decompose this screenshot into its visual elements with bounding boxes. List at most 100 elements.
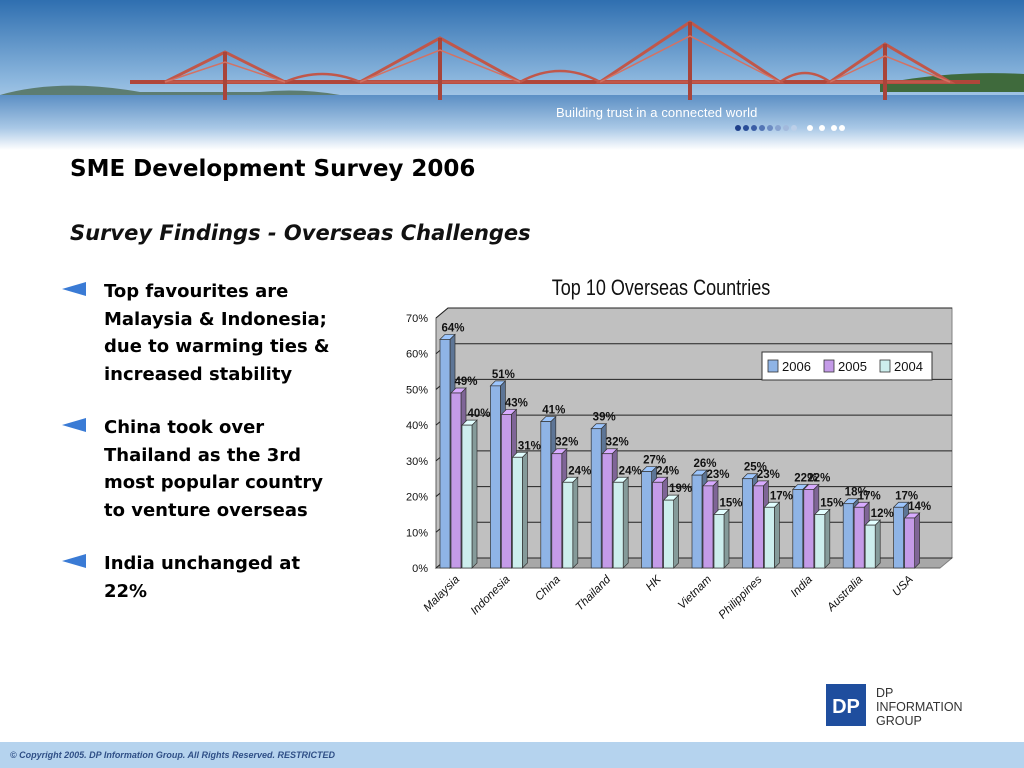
bullet-arrow-icon: [62, 554, 86, 568]
bar: [864, 519, 882, 569]
bar-side: [914, 512, 920, 569]
bar-front: [803, 489, 815, 569]
company-logo: DP: [826, 684, 866, 726]
bar-side: [824, 508, 831, 569]
bar: [813, 508, 831, 569]
company-name: DP INFORMATION GROUP: [876, 686, 963, 728]
bar-front: [641, 471, 652, 569]
bar-front: [663, 499, 674, 569]
bar-side: [774, 501, 780, 569]
bar-front: [652, 481, 663, 569]
bar-side: [522, 451, 528, 569]
bar-front: [893, 506, 904, 569]
banner-tagline: Building trust in a connected world: [556, 105, 758, 120]
footer-bar: © Copyright 2005. DP Information Group. …: [0, 742, 1024, 768]
bar-front: [853, 506, 865, 569]
data-label: 40%: [467, 408, 490, 420]
bar-front: [612, 481, 624, 569]
bar-front: [792, 489, 804, 569]
bar-front: [814, 514, 826, 569]
data-label: 24%: [619, 465, 642, 477]
category-label: Indonesia: [469, 574, 513, 618]
y-tick-label: 20%: [406, 492, 428, 504]
data-label: 17%: [858, 490, 881, 502]
data-label: 12%: [871, 508, 894, 520]
bar: [561, 476, 579, 569]
slide-title: SME Development Survey 2006: [70, 156, 476, 182]
data-label: 51%: [492, 369, 515, 381]
gridline: [435, 307, 952, 319]
y-tick-label: 30%: [406, 456, 428, 468]
bar-front: [590, 428, 602, 569]
bar: [763, 501, 781, 569]
bar-front: [450, 392, 462, 569]
data-label: 17%: [770, 490, 793, 502]
bar-side: [723, 508, 730, 569]
bar: [511, 451, 529, 569]
bar-front: [601, 453, 613, 569]
y-tick-label: 60%: [406, 349, 428, 361]
category-label: Philippines: [717, 573, 765, 621]
chart-legend: 2006 2005 2004: [761, 351, 933, 381]
bar-front: [551, 453, 563, 569]
bridge-illustration: [130, 20, 980, 100]
bullet-arrow-icon: [62, 418, 86, 432]
bar-front: [764, 506, 775, 569]
header-banner: [0, 0, 1024, 150]
data-label: 41%: [542, 405, 565, 417]
bar-front: [540, 421, 552, 569]
bar-side: [622, 476, 629, 569]
slide-subtitle: Survey Findings - Overseas Challenges: [70, 221, 531, 245]
data-label: 32%: [606, 437, 629, 449]
data-label: 19%: [669, 483, 692, 495]
legend-label: 2004: [894, 359, 923, 374]
category-label: China: [533, 574, 563, 604]
bar-front: [439, 339, 451, 569]
data-label: 18%: [845, 487, 868, 499]
bar-front: [864, 524, 876, 569]
bar-front: [512, 456, 523, 569]
category-label: Australia: [824, 574, 865, 615]
data-label: 22%: [794, 472, 817, 484]
data-label: 39%: [593, 412, 616, 424]
bar: [903, 512, 921, 569]
y-tick-label: 70%: [406, 313, 428, 325]
bar-front: [490, 385, 501, 569]
data-label: 24%: [568, 465, 591, 477]
bar-side: [874, 519, 881, 569]
bar-front: [702, 485, 714, 569]
chart-title: Top 10 Overseas Countries: [552, 276, 771, 300]
y-tick-label: 40%: [406, 420, 428, 432]
data-label: 15%: [820, 497, 843, 509]
data-label: 64%: [441, 322, 464, 334]
y-tick-label: 0%: [412, 563, 428, 575]
data-label: 15%: [719, 497, 742, 509]
data-label: 22%: [807, 472, 830, 484]
legend-box: [761, 351, 933, 381]
data-label: 24%: [656, 465, 679, 477]
logo-letters: DP: [832, 696, 860, 718]
data-label: 23%: [757, 469, 780, 481]
bar-side: [572, 476, 579, 569]
category-label: Vietnam: [676, 573, 714, 611]
bar-side: [471, 419, 478, 569]
bullet-text: China took over Thailand as the 3rd most…: [104, 417, 323, 521]
bar: [461, 419, 478, 569]
bullet-text: India unchanged at 22%: [104, 553, 301, 602]
category-label: India: [789, 574, 815, 600]
data-label: 32%: [555, 437, 578, 449]
bar-front: [562, 481, 574, 569]
bar-front: [501, 414, 512, 569]
data-label: 23%: [706, 469, 729, 481]
data-label: 31%: [518, 440, 541, 452]
bar: [662, 494, 680, 569]
y-tick-label: 50%: [406, 384, 428, 396]
legend-swatch: [767, 359, 779, 373]
bullet-text: Top favourites are Malaysia & Indonesia;…: [104, 281, 330, 385]
legend-swatch: [823, 359, 835, 373]
bar-front: [842, 503, 854, 569]
legend-label: 2006: [782, 359, 811, 374]
legend-label: 2005: [838, 359, 867, 374]
data-label: 26%: [693, 458, 716, 470]
y-tick-label: 10%: [406, 527, 428, 539]
